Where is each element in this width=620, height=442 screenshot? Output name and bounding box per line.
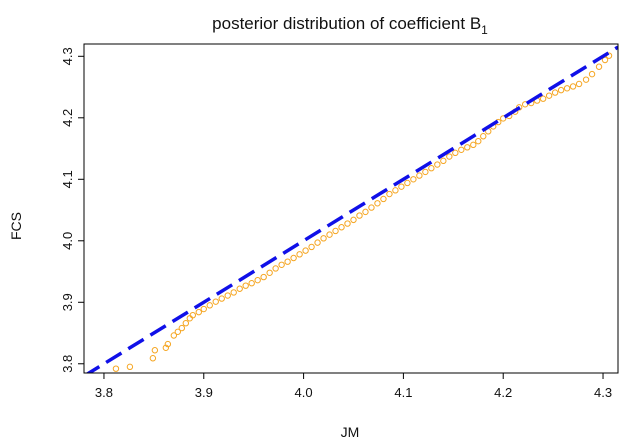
data-point (314, 239, 321, 246)
x-tick-label: 3.9 (195, 385, 213, 400)
data-point (320, 235, 327, 242)
data-point (200, 305, 207, 313)
data-point (475, 137, 482, 145)
data-point (446, 153, 453, 160)
data-point (398, 183, 405, 190)
x-tick-label: 3.8 (95, 385, 113, 400)
data-point (189, 311, 196, 319)
data-point (308, 243, 315, 251)
y-axis-label: FCS (8, 212, 24, 240)
data-point (422, 168, 429, 176)
data-point (470, 141, 477, 149)
y-tick-label: 4.0 (60, 232, 75, 250)
data-point (224, 292, 231, 299)
data-point (392, 187, 399, 194)
data-point (344, 220, 351, 227)
data-point (174, 328, 182, 335)
data-point (563, 85, 571, 92)
data-point (582, 76, 590, 83)
data-point (236, 285, 243, 292)
data-point (278, 261, 285, 268)
data-point (595, 63, 603, 70)
y-tick-label: 4.2 (60, 109, 75, 127)
data-point (350, 216, 357, 224)
data-point (195, 308, 202, 316)
data-point (374, 200, 381, 207)
data-point (500, 115, 507, 122)
plot-area (85, 45, 618, 373)
data-point (186, 315, 194, 322)
data-point (296, 251, 303, 258)
data-point (266, 269, 273, 276)
data-point (284, 258, 291, 265)
data-point (112, 365, 120, 372)
y-axis: 3.8 3.9 4.0 4.1 4.2 4.3 (60, 47, 84, 373)
data-point (545, 92, 553, 99)
data-point (162, 344, 170, 351)
data-point (362, 208, 369, 216)
x-tick-label: 4.3 (594, 385, 612, 400)
chart-title: posterior distribution of coefficient B1 (212, 14, 488, 37)
x-axis-label: JM (341, 424, 360, 440)
data-point (126, 363, 134, 371)
data-point (230, 289, 237, 296)
data-point (149, 355, 157, 362)
data-point (368, 204, 375, 211)
data-point (170, 332, 178, 339)
data-point (290, 254, 297, 262)
data-point (254, 276, 261, 284)
data-point (404, 179, 411, 187)
data-point (206, 302, 213, 309)
x-axis: 3.8 3.9 4.0 4.1 4.2 4.3 (95, 373, 612, 400)
x-tick-label: 4.1 (394, 385, 412, 400)
data-point (326, 231, 333, 238)
data-point (410, 176, 417, 183)
data-point (539, 95, 547, 102)
data-point (272, 265, 279, 272)
data-point (480, 133, 487, 140)
data-point (302, 247, 309, 254)
data-point (452, 149, 459, 157)
y-tick-label: 3.9 (60, 293, 75, 311)
data-point (218, 295, 225, 302)
data-point (260, 273, 267, 281)
chart-title-subscript: 1 (481, 23, 488, 37)
y-tick-label: 3.8 (60, 355, 75, 373)
data-point (515, 104, 523, 111)
data-point (551, 89, 559, 96)
y-tick-label: 4.1 (60, 170, 75, 188)
data-point (164, 340, 172, 348)
data-point (356, 212, 363, 219)
data-point (434, 161, 441, 168)
data-point (557, 86, 565, 94)
y-tick-label: 4.3 (60, 47, 75, 65)
chart-title-text: posterior distribution of coefficient B (212, 14, 481, 33)
data-point (601, 56, 609, 64)
reference-line (85, 45, 618, 373)
data-point (588, 70, 596, 78)
data-point (212, 298, 219, 305)
data-point (242, 282, 249, 289)
plot-marks (85, 45, 618, 373)
data-point (248, 280, 255, 287)
data-point (182, 319, 190, 327)
data-point (386, 190, 393, 198)
data-point (575, 80, 583, 88)
data-point (458, 146, 465, 153)
plot-frame (83, 43, 619, 374)
data-point (151, 347, 159, 354)
x-tick-label: 4.0 (295, 385, 313, 400)
data-point (416, 172, 423, 179)
x-tick-label: 4.2 (494, 385, 512, 400)
data-point (440, 157, 447, 165)
data-point (380, 195, 387, 203)
data-point (338, 224, 345, 231)
data-point (464, 144, 471, 151)
data-point (428, 165, 435, 172)
data-point (569, 83, 577, 90)
data-point (332, 227, 339, 235)
data-point (178, 324, 186, 332)
